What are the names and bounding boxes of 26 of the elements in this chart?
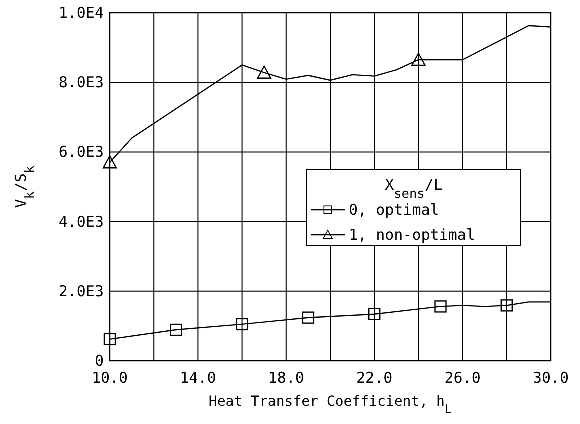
x-tick-label: 14.0: [180, 369, 216, 387]
x-tick-label: 30.0: [532, 369, 570, 387]
x-tick-label: 26.0: [444, 369, 481, 387]
x-axis-title: Heat Transfer Coefficient, h$_{L}$: [208, 394, 452, 416]
point: [500, 300, 513, 312]
point: [412, 52, 426, 66]
point: [102, 156, 118, 169]
y-tick-label: 1.0E4: [58, 4, 104, 22]
point: [368, 308, 381, 320]
y-tick-label: 0: [94, 352, 104, 370]
point: [236, 318, 248, 331]
x-tick-label: 22.0: [356, 369, 393, 387]
point: [302, 312, 315, 324]
legend-label: 0, optimal: [349, 201, 440, 219]
x-tick-label: 18.0: [268, 369, 304, 387]
y-tick-label: 6.0E3: [58, 143, 104, 162]
y-tick-label: 2.0E3: [58, 282, 104, 300]
point: [170, 324, 182, 336]
y-tick-label: 4.0E3: [58, 212, 104, 231]
legend-title: X$_{sens}$/L: [385, 176, 443, 202]
legend-label: 1, non-optimal: [349, 226, 476, 244]
point: [434, 300, 447, 313]
point: [104, 333, 116, 346]
y-tick-label: 8.0E3: [58, 74, 104, 92]
point: [257, 66, 272, 79]
x-tick-label: 10.0: [92, 369, 128, 387]
